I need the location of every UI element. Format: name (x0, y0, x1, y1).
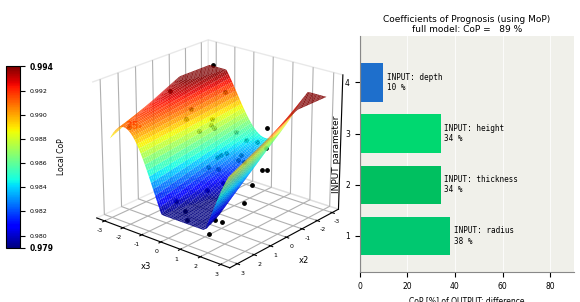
Text: -2: -2 (360, 165, 365, 170)
Text: 35: 35 (125, 121, 139, 131)
Text: INPUT: thickness
34 %: INPUT: thickness 34 % (444, 175, 519, 194)
Text: 0: 0 (360, 148, 363, 153)
Bar (360, 63, 383, 101)
Text: 2: 2 (360, 130, 363, 135)
Y-axis label: INPUT parameter: INPUT parameter (332, 115, 341, 193)
Text: y: y (368, 146, 373, 156)
X-axis label: CoP [%] of OUTPUT: difference: CoP [%] of OUTPUT: difference (409, 296, 525, 302)
Text: INPUT: height
34 %: INPUT: height 34 % (444, 124, 505, 143)
Y-axis label: x2: x2 (299, 255, 309, 265)
Text: INPUT: depth
10 %: INPUT: depth 10 % (387, 72, 443, 92)
Text: 8: 8 (360, 77, 363, 82)
Title: Coefficients of Prognosis (using MoP)
full model: CoP =   89 %: Coefficients of Prognosis (using MoP) fu… (383, 15, 550, 34)
Text: 6: 6 (360, 95, 363, 100)
Text: INPUT: radius
38 %: INPUT: radius 38 % (454, 226, 514, 246)
Text: -6: -6 (360, 201, 365, 205)
Text: -4: -4 (360, 183, 365, 188)
Text: -8: -8 (360, 218, 365, 223)
Bar (360, 217, 450, 255)
Bar (360, 114, 441, 153)
Bar (360, 165, 441, 204)
Text: 4: 4 (360, 112, 363, 117)
Text: 10: 10 (360, 59, 367, 64)
X-axis label: x3: x3 (141, 262, 151, 271)
Y-axis label: Local CoP: Local CoP (57, 139, 66, 175)
Text: •: • (137, 122, 143, 132)
